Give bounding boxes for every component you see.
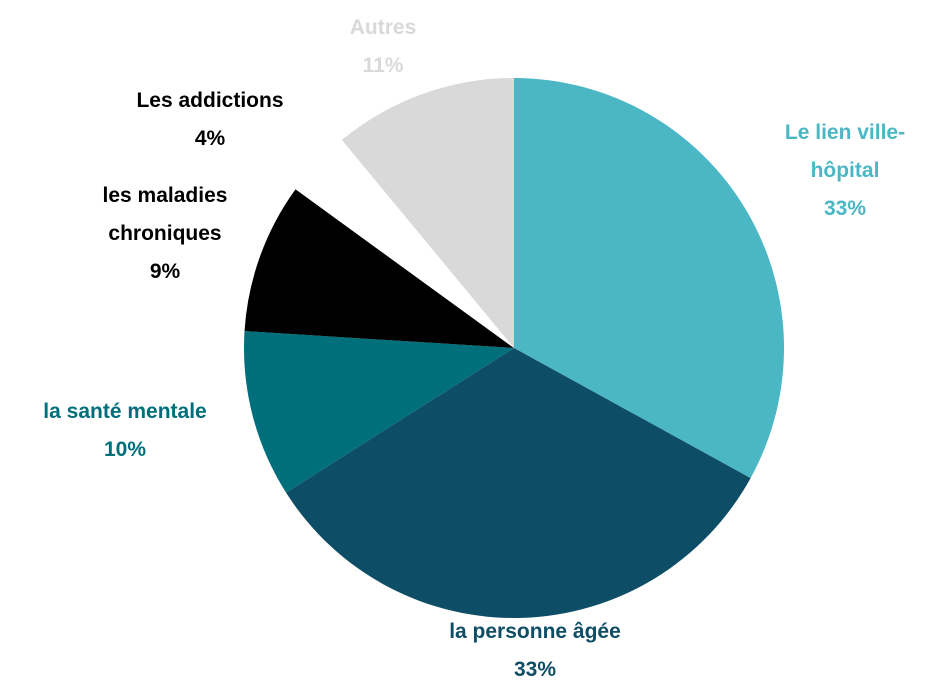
pie-slice — [286, 348, 751, 618]
value-label: 11% — [362, 54, 404, 77]
slice-label: Autres 11% — [323, 9, 443, 85]
slice-label: la personne âgée 33% — [405, 613, 665, 689]
pie-slice — [243, 331, 514, 493]
value-label: 4% — [194, 127, 226, 150]
category-name: Le lien ville-hôpital — [784, 121, 906, 182]
value-label: 33% — [513, 658, 557, 681]
slice-label: la santé mentale 10% — [5, 393, 245, 469]
pie-slice — [295, 139, 514, 348]
category-name: Autres — [349, 16, 417, 39]
category-name: la personne âgée — [449, 620, 621, 643]
slice-label: Les addictions 4% — [100, 82, 320, 158]
slice-label: les maladies chroniques 9% — [65, 177, 265, 291]
pie-slice — [341, 78, 514, 348]
value-label: 10% — [103, 438, 147, 461]
pie-slice — [514, 78, 784, 479]
category-name: Les addictions — [136, 89, 284, 112]
slice-label: Le lien ville-hôpital 33% — [760, 114, 927, 228]
value-label: 9% — [149, 260, 181, 283]
category-name: la santé mentale — [43, 400, 207, 423]
value-label: 33% — [823, 197, 867, 220]
pie-slice — [244, 189, 514, 348]
category-name: les maladies chroniques — [102, 184, 228, 245]
